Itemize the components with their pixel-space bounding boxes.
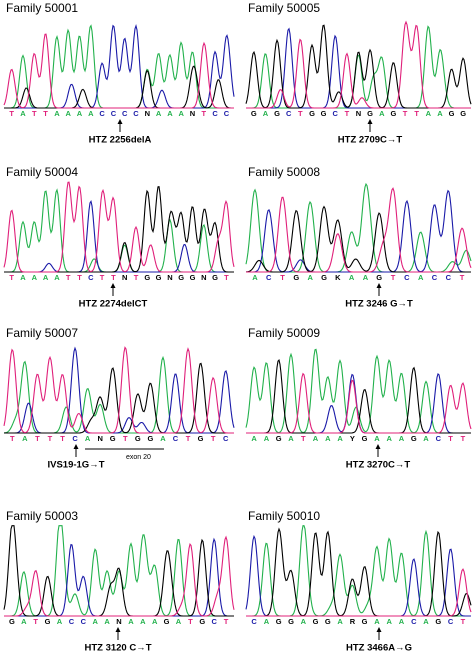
arrow-head — [73, 444, 79, 449]
mutation-label: HTZ 2256delA — [89, 135, 152, 146]
panel: Family 50010 C A G G A G G A R G A A A C A G C T HTZ 3466A→… — [245, 509, 472, 654]
arrow-head — [376, 627, 382, 632]
trace — [246, 372, 472, 434]
panel: Family 50004 T A A A A T T C T T N T G G N G G N G T HTZ 2274… — [3, 165, 235, 310]
trace — [3, 181, 235, 273]
trace — [246, 20, 471, 109]
mutation-label: HTZ 3270C→T — [346, 460, 411, 471]
mutation-label: IVS19-1G→T — [47, 460, 104, 471]
panel-title: Family 50010 — [248, 509, 320, 523]
panel: Family 50007 T A T T T C A N G T G G A C T G T C IVS19-1G→T… — [3, 326, 235, 471]
panel-title: Family 50009 — [248, 326, 320, 340]
mutation-label: HTZ 2274delCT — [79, 299, 148, 310]
panel: Family 50008 A C T G A G K A A G T C A C C T HTZ 3246 G→T — [245, 165, 472, 310]
trace — [246, 527, 472, 617]
panel: Family 50003 G A T G A C C A A N A A A G A T G C T HTZ 3120 … — [3, 509, 235, 654]
trace — [4, 525, 234, 617]
trace — [246, 187, 472, 273]
arrow-head — [367, 119, 373, 124]
arrow-head — [376, 283, 382, 288]
trace — [4, 188, 234, 273]
trace — [4, 186, 234, 273]
trace — [246, 25, 471, 109]
arrow-head — [375, 444, 381, 449]
mutation-label: HTZ 3120 C→T — [84, 643, 151, 654]
trace — [4, 537, 234, 617]
mutation-label: HTZ 3246 G→T — [345, 299, 413, 310]
panel-title: Family 50001 — [6, 1, 78, 15]
panel-title: Family 50004 — [6, 165, 78, 179]
trace — [3, 525, 234, 617]
trace — [4, 200, 234, 273]
trace — [246, 189, 471, 273]
trace — [245, 534, 471, 617]
arrow-head — [117, 119, 123, 124]
trace — [3, 346, 234, 434]
trace — [4, 535, 235, 617]
panel-title: Family 50007 — [6, 326, 78, 340]
exon-label: exon 20 — [126, 454, 151, 461]
panel-title: Family 50003 — [6, 509, 78, 523]
trace — [3, 33, 234, 109]
mutation-label: HTZ 2709C→T — [338, 135, 403, 146]
trace — [245, 182, 472, 273]
trace — [4, 362, 234, 434]
panel: Family 50005 G A G C T G G C T N G A G T T A A G G HTZ 2709C… — [245, 1, 472, 146]
arrow-head — [115, 627, 121, 632]
arrow-head — [110, 283, 116, 288]
trace — [245, 348, 471, 434]
panel: Family 50001 T A T T A A A A C C C C N A A A N T C C HTZ 2256… — [3, 1, 235, 146]
panel-title: Family 50005 — [248, 1, 320, 15]
panel: Family 50009 A A G A T A A A Y G A A A G A C T T HTZ 3270C→… — [245, 326, 472, 471]
trace — [246, 568, 472, 617]
panel-title: Family 50008 — [248, 165, 320, 179]
mutation-label: HTZ 3466A→G — [346, 643, 412, 654]
